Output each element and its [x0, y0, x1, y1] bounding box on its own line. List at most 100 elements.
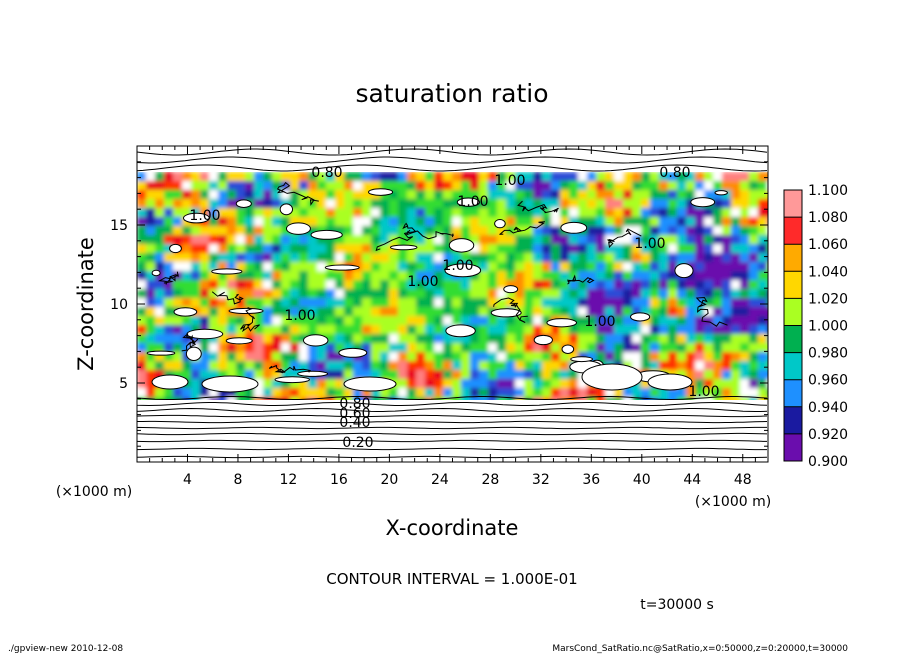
heatmap-cell: [641, 199, 651, 209]
heatmap-cell: [335, 271, 345, 281]
heatmap-cell: [677, 190, 687, 200]
heatmap-cell: [452, 181, 462, 191]
heatmap-cell: [146, 343, 156, 353]
heatmap-cell: [407, 298, 417, 308]
heatmap-cell: [227, 181, 237, 191]
heatmap-cell: [326, 199, 336, 209]
heatmap-cell: [677, 388, 687, 398]
heatmap-cell: [137, 352, 147, 362]
heatmap-cell: [560, 235, 570, 245]
heatmap-cell: [758, 280, 768, 290]
heatmap-cell: [308, 244, 318, 254]
heatmap-cell: [317, 235, 327, 245]
heatmap-cell: [182, 217, 192, 227]
heatmap-cell: [299, 280, 309, 290]
heatmap-cell: [398, 190, 408, 200]
heatmap-cell: [182, 280, 192, 290]
contour-label: 0.80: [311, 165, 342, 181]
contour-line: [137, 420, 768, 424]
heatmap-cell: [218, 226, 228, 236]
heatmap-cell: [236, 181, 246, 191]
heatmap-cell: [641, 253, 651, 263]
heatmap-cell: [551, 397, 561, 400]
heatmap-cell: [551, 262, 561, 272]
heatmap-cell: [488, 244, 498, 254]
heatmap-cell: [353, 235, 363, 245]
white-pocket: [285, 222, 311, 235]
heatmap-cell: [605, 334, 615, 344]
heatmap-cell: [434, 370, 444, 380]
heatmap-cell: [227, 343, 237, 353]
heatmap-cell: [317, 307, 327, 317]
heatmap-cell: [668, 244, 678, 254]
heatmap-cell: [173, 217, 183, 227]
heatmap-cell: [470, 352, 480, 362]
heatmap-cell: [614, 343, 624, 353]
heatmap-cell: [506, 262, 516, 272]
contour-line: [240, 307, 260, 333]
heatmap-cell: [344, 199, 354, 209]
heatmap-cell: [425, 226, 435, 236]
heatmap-cell: [488, 325, 498, 335]
heatmap-cell: [497, 280, 507, 290]
heatmap-cell: [614, 325, 624, 335]
heatmap-cell: [317, 379, 327, 389]
heatmap-cell: [479, 262, 489, 272]
heatmap-cell: [542, 217, 552, 227]
heatmap-cell: [326, 352, 336, 362]
heatmap-cell: [317, 352, 327, 362]
heatmap-cell: [569, 388, 579, 398]
white-pocket: [674, 263, 694, 279]
heatmap-cell: [200, 397, 210, 400]
heatmap-cell: [461, 307, 471, 317]
heatmap-cell: [182, 181, 192, 191]
heatmap-cell: [659, 343, 669, 353]
heatmap-cell: [146, 208, 156, 218]
heatmap-cell: [578, 334, 588, 344]
heatmap-cell: [668, 316, 678, 326]
heatmap-cell: [704, 379, 714, 389]
heatmap-cell: [425, 190, 435, 200]
heatmap-cell: [668, 280, 678, 290]
heatmap-cell: [686, 334, 696, 344]
heatmap-cell: [677, 397, 687, 400]
heatmap-cell: [479, 352, 489, 362]
heatmap-cell: [560, 352, 570, 362]
heatmap-cell: [290, 325, 300, 335]
x-tick-label: 4: [183, 472, 192, 488]
heatmap-cell: [416, 307, 426, 317]
heatmap-cell: [281, 271, 291, 281]
heatmap-cell: [281, 325, 291, 335]
heatmap-cell: [551, 325, 561, 335]
colorbar-label: 1.040: [808, 264, 848, 280]
heatmap-cell: [587, 289, 597, 299]
heatmap-cell: [281, 352, 291, 362]
heatmap-cell: [290, 298, 300, 308]
heatmap-cell: [254, 280, 264, 290]
heatmap-cell: [362, 217, 372, 227]
heatmap-cell: [695, 379, 705, 389]
heatmap-cell: [236, 226, 246, 236]
heatmap-cell: [200, 316, 210, 326]
heatmap-cell: [596, 280, 606, 290]
heatmap-cell: [146, 298, 156, 308]
heatmap-cell: [479, 316, 489, 326]
contour-label: 0.40: [339, 415, 370, 431]
heatmap-cell: [659, 181, 669, 191]
heatmap-cell: [722, 262, 732, 272]
heatmap-cell: [632, 334, 642, 344]
heatmap-cell: [146, 253, 156, 263]
heatmap-cell: [200, 388, 210, 398]
heatmap-cell: [686, 343, 696, 353]
heatmap-cell: [677, 343, 687, 353]
heatmap-cell: [362, 325, 372, 335]
heatmap-cell: [344, 181, 354, 191]
heatmap-cell: [434, 262, 444, 272]
heatmap-cell: [200, 172, 210, 182]
heatmap-cell: [416, 208, 426, 218]
heatmap-cell: [155, 307, 165, 317]
heatmap-cell: [506, 199, 516, 209]
heatmap-cell: [497, 388, 507, 398]
heatmap-cell: [704, 262, 714, 272]
heatmap-cell: [497, 325, 507, 335]
